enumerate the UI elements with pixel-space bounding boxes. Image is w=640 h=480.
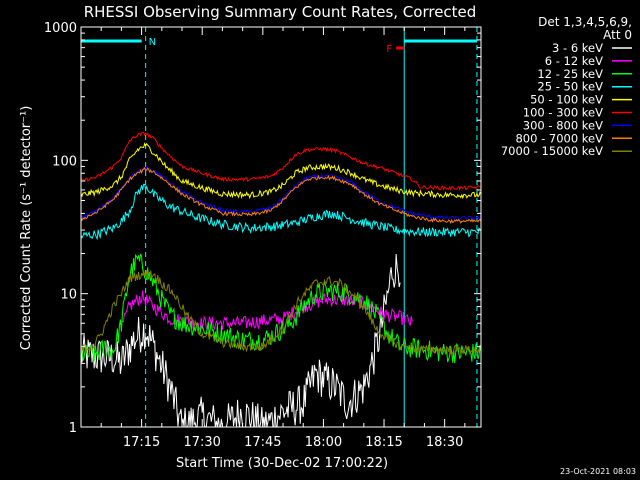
legend-label: 6 - 12 keV <box>545 54 603 68</box>
legend-label: 800 - 7000 keV <box>515 131 603 145</box>
footer-timestamp: 23-Oct-2021 08:03 <box>560 467 636 476</box>
legend-header-line-1: Det 1,3,4,5,6,9, <box>538 15 632 29</box>
x-tick-label: 18:15 <box>365 435 402 450</box>
series-line <box>80 253 482 364</box>
x-tick-label: 17:30 <box>183 435 220 450</box>
legend-label: 100 - 300 keV <box>523 106 603 120</box>
y-tick-label: 100 <box>52 154 77 169</box>
flare-label: F <box>386 44 392 55</box>
legend-header-line-2: Att 0 <box>603 28 632 42</box>
y-tick-label: 1 <box>69 421 77 436</box>
series-line <box>80 270 482 356</box>
x-tick-label: 17:45 <box>244 435 281 450</box>
y-axis-label: Corrected Count Rate (s⁻¹ detector⁻¹) <box>19 106 34 351</box>
series-line <box>80 183 482 241</box>
series-line <box>80 165 482 221</box>
legend-label: 25 - 50 keV <box>537 80 603 94</box>
series-line <box>80 166 482 225</box>
y-tick-label: 10 <box>60 288 77 303</box>
x-tick-label: 18:30 <box>426 435 463 450</box>
legend-label: 300 - 800 keV <box>523 118 603 132</box>
series-line <box>80 131 482 191</box>
series-layer <box>80 131 482 428</box>
night-label: N <box>149 37 156 48</box>
x-axis-label: Start Time (30-Dec-02 17:00:22) <box>176 456 388 471</box>
x-tick-label: 17:15 <box>123 435 160 450</box>
chart-title: RHESSI Observing Summary Count Rates, Co… <box>84 3 477 21</box>
series-line <box>80 142 482 200</box>
plot-frame <box>80 26 482 428</box>
series-line <box>80 253 401 428</box>
legend-label: 12 - 25 keV <box>537 67 603 81</box>
x-tick-label: 18:00 <box>305 435 342 450</box>
y-tick-label: 1000 <box>44 21 77 36</box>
y-axis-ticks: 1 10 100 1000 <box>44 21 481 436</box>
legend-label: 3 - 6 keV <box>552 41 603 55</box>
x-axis-ticks: 17:15 17:30 17:45 18:00 18:15 18:30 <box>80 27 466 450</box>
legend-label: 7000 - 15000 keV <box>501 144 603 158</box>
legend-label: 50 - 100 keV <box>530 93 603 107</box>
